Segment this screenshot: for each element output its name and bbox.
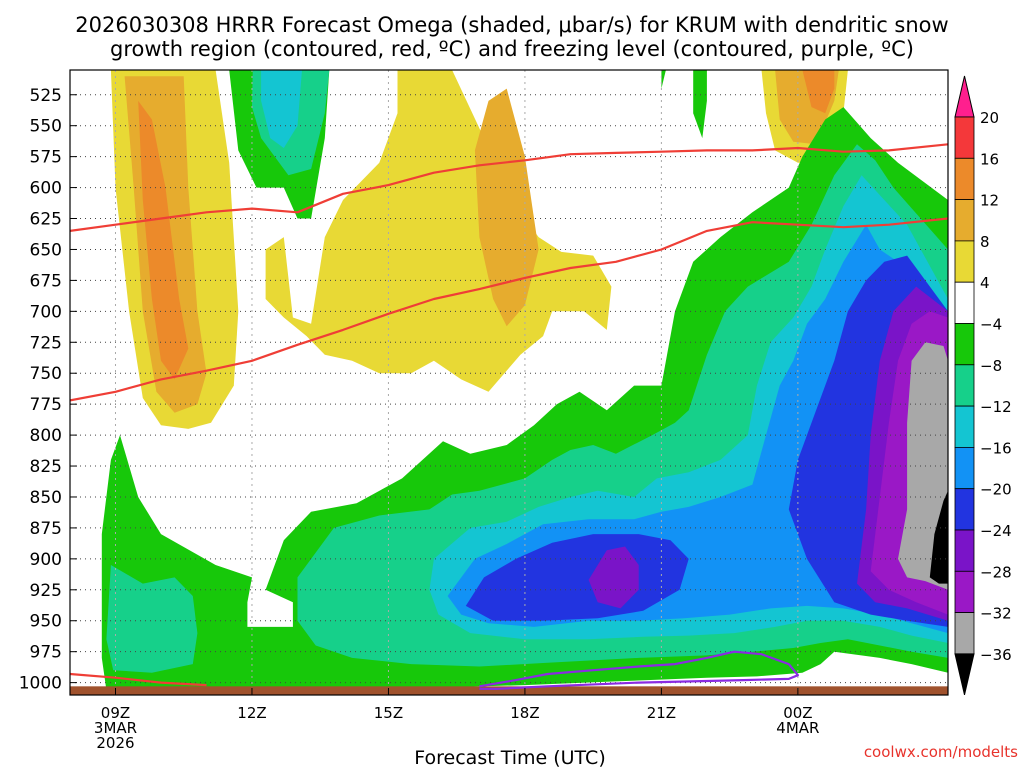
- omega-region-minus12-0: [261, 70, 302, 148]
- colorbar-label-1: 16: [980, 150, 999, 168]
- colorbar-label-7: −12: [980, 398, 1012, 416]
- colorbar-swatch-2: [954, 157, 975, 201]
- omega-region-8-1: [474, 88, 539, 327]
- y-tick-label-900: 900: [30, 550, 62, 570]
- colorbar-swatch-8: [954, 405, 975, 448]
- colorbar-swatch-3: [954, 199, 975, 242]
- contour-dendritic-lower-edge: [70, 672, 207, 687]
- colorbar-label-5: −4: [980, 316, 1002, 334]
- omega-region-minus8-1: [106, 565, 198, 673]
- colorbar-label-12: −32: [980, 605, 1012, 623]
- y-tick-label-625: 625: [30, 210, 62, 230]
- x-tick-label-12-0: 12Z: [237, 704, 266, 722]
- colorbar-swatch-9: [954, 446, 975, 490]
- colorbar-swatch-10: [954, 488, 975, 531]
- colorbar-swatch-11: [954, 529, 975, 572]
- x-tick-label-24-0: 00Z: [783, 704, 812, 722]
- y-tick-label-600: 600: [30, 179, 62, 199]
- colorbar-label-0: 20: [980, 109, 999, 127]
- plot-frame: [69, 69, 949, 696]
- y-tick-label-1000: 1000: [19, 674, 62, 694]
- omega-region-minus20-0: [465, 534, 689, 621]
- y-tick-label-525: 525: [30, 86, 62, 106]
- x-tick-label-24-1: 4MAR: [776, 719, 819, 737]
- y-tick-label-575: 575: [30, 148, 62, 168]
- y-tick-label-750: 750: [30, 364, 62, 384]
- omega-region-minus4-1: [693, 70, 707, 139]
- y-tick-label-925: 925: [30, 581, 62, 601]
- x-tick-label-15-0: 15Z: [374, 704, 403, 722]
- x-tick-label-9-0: 09Z: [101, 704, 130, 722]
- x-tick-label-9-1: 3MAR: [94, 719, 137, 737]
- colorbar-label-6: −8: [980, 357, 1002, 375]
- y-tick-label-675: 675: [30, 271, 62, 291]
- y-tick-label-725: 725: [30, 333, 62, 353]
- chart-title-line-2: growth region (contoured, red, ºC) and f…: [110, 37, 914, 61]
- colorbar-label-3: 8: [980, 233, 990, 251]
- x-axis-title: Forecast Time (UTC): [414, 747, 605, 768]
- y-tick-label-950: 950: [30, 612, 62, 632]
- colorbar-cap-top: [954, 75, 975, 118]
- y-tick-label-800: 800: [30, 426, 62, 446]
- y-tick-label-650: 650: [30, 240, 62, 260]
- colorbar-swatch-4: [954, 240, 975, 283]
- y-tick-label-850: 850: [30, 488, 62, 508]
- colorbar-label-9: −20: [980, 481, 1012, 499]
- credit-text: coolwx.com/modelts: [864, 743, 1018, 761]
- colorbar-label-10: −24: [980, 522, 1012, 540]
- colorbar-label-8: −16: [980, 439, 1012, 457]
- chart-title-line-1: 2026030308 HRRR Forecast Omega (shaded, …: [75, 13, 948, 37]
- colorbar-swatch-6: [954, 323, 975, 366]
- colorbar-cap-bottom: [954, 653, 975, 696]
- colorbar-swatch-12: [954, 570, 975, 613]
- colorbar-label-13: −36: [980, 646, 1012, 664]
- contour-lines: [70, 143, 948, 690]
- omega-region-12-0: [138, 100, 189, 380]
- y-axis: 525 550 575 600 625 650 675 700 725 750 775 800 825 8…: [19, 86, 77, 694]
- y-tick-label-775: 775: [30, 395, 62, 415]
- colorbar-label-4: 4: [980, 274, 990, 292]
- omega-region-12-1: [802, 70, 835, 114]
- colorbar-swatch-7: [954, 364, 975, 407]
- ground-surface: [70, 686, 948, 695]
- contour-dendritic-minus12C: [70, 143, 948, 232]
- omega-shaded-field: [70, 70, 948, 695]
- grid-lines: [70, 70, 948, 695]
- omega-region-minus4-2: [661, 70, 666, 89]
- y-tick-label-700: 700: [30, 302, 62, 322]
- y-tick-label-875: 875: [30, 519, 62, 539]
- colorbar-label-11: −28: [980, 563, 1012, 581]
- colorbar-swatch-13: [954, 612, 975, 655]
- colorbar-swatch-1: [954, 116, 975, 159]
- colorbar: 20 16 12 8 4 −4 −8 −12 −16 −20 −24 −28 −32 −36: [954, 75, 1012, 696]
- x-tick-label-21-0: 21Z: [647, 704, 676, 722]
- x-tick-label-18-0: 18Z: [510, 704, 539, 722]
- y-tick-label-825: 825: [30, 457, 62, 477]
- contour-freezing-level-0C: [479, 650, 800, 690]
- x-tick-label-9-2: 2026: [96, 734, 134, 752]
- colorbar-swatch-5: [954, 281, 975, 324]
- omega-region-minus36-0: [929, 490, 948, 584]
- y-tick-label-975: 975: [30, 643, 62, 663]
- colorbar-label-2: 12: [980, 192, 999, 210]
- omega-region-minus24-1: [588, 546, 639, 609]
- y-tick-label-550: 550: [30, 117, 62, 137]
- contour-dendritic-minus18C: [70, 217, 948, 402]
